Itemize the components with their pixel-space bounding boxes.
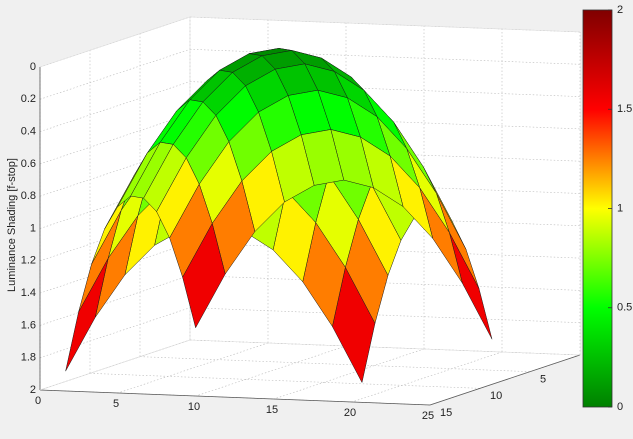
x-tick-label: 5: [113, 398, 119, 410]
surface-face: [182, 223, 226, 329]
z-tick-label: 1: [30, 222, 36, 234]
floor: [40, 340, 580, 405]
back-wall-x: [40, 17, 190, 390]
z-tick-label: 0.6: [21, 158, 36, 170]
y-tick-label: 15: [440, 407, 452, 419]
colorbar-tick-label: 0: [617, 401, 623, 413]
z-tick-label: 0: [30, 61, 36, 73]
z-tick-label: 1.4: [21, 287, 36, 299]
z-tick-label: 1.8: [21, 352, 36, 364]
colorbar: [582, 9, 613, 408]
colorbar-tick-label: 2: [617, 4, 623, 16]
x-tick-label: 25: [422, 410, 434, 422]
axis-line: [429, 354, 581, 406]
z-tick-label: 1.6: [21, 319, 36, 331]
z-tick-label: 0.2: [21, 93, 36, 105]
z-tick-label: 2: [30, 384, 36, 396]
y-tick-label: 10: [490, 390, 502, 402]
colorbar-tick-label: 1: [617, 202, 623, 214]
y-tick-label: 5: [540, 374, 546, 386]
z-tick-label: 0.4: [21, 126, 36, 138]
box-line: [39, 16, 191, 68]
x-tick-label: 0: [35, 395, 41, 407]
x-tick-label: 15: [266, 404, 278, 416]
colorbar-tick-label: 0.5: [617, 302, 632, 314]
z-tick-label: 1.2: [21, 255, 36, 267]
box-line: [189, 16, 581, 33]
colorbar-tick-label: 1.5: [617, 103, 632, 115]
axis-line: [39, 389, 431, 406]
x-tick-label: 20: [344, 407, 356, 419]
z-axis-label: Luminance Shading [f-stop]: [6, 158, 18, 292]
box-line: [189, 339, 581, 356]
box-line: [39, 339, 191, 391]
x-tick-label: 10: [188, 401, 200, 413]
z-tick-label: 0.8: [21, 190, 36, 202]
